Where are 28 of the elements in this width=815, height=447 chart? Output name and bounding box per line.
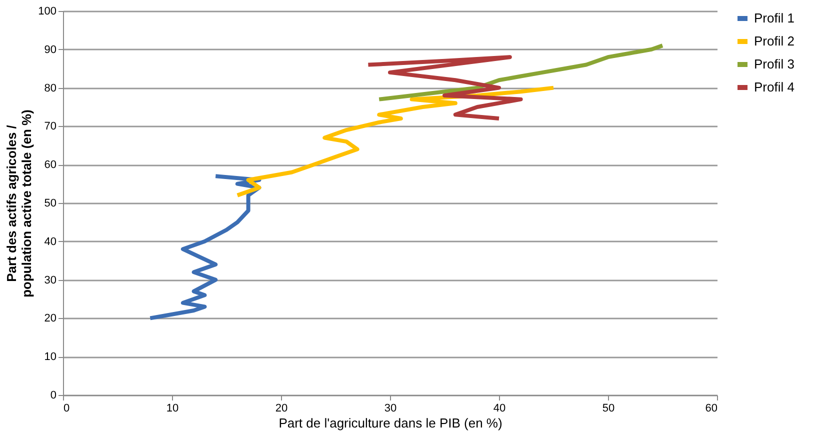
y-tick-label: 10 (44, 351, 56, 364)
line-series (377, 44, 664, 102)
legend-label: Profil 3 (754, 56, 794, 72)
y-tick-label: 20 (44, 312, 56, 325)
x-tick-label: 20 (275, 402, 288, 414)
line-series (235, 86, 556, 198)
y-tick-label: 80 (44, 82, 56, 94)
y-tick-label: 70 (44, 120, 56, 133)
legend-label: Profil 1 (754, 10, 794, 26)
y-tick-label: 100 (38, 6, 56, 18)
x-tick-label: 40 (493, 402, 506, 414)
y-tick-label: 50 (44, 198, 56, 210)
x-tick-label: 60 (705, 402, 718, 414)
y-tick-label: 0 (50, 390, 56, 402)
y-tick-label: 60 (44, 159, 56, 172)
x-tick-label: 50 (602, 402, 615, 414)
line-series (366, 55, 523, 121)
y-tick-label: 30 (44, 274, 56, 286)
y-tick-label: 90 (44, 44, 56, 56)
legend-label: Profil 4 (754, 80, 794, 94)
x-tick-label: 30 (384, 402, 397, 414)
y-tick-label: 40 (44, 236, 56, 248)
y-axis-title: Part des actifs agricoles / population active totale (en %) (4, 110, 34, 298)
legend-label: Profil 2 (754, 34, 794, 48)
x-tick-label: 0 (64, 402, 70, 414)
x-tick-label: 10 (166, 402, 179, 414)
x-axis-title: Part de l'agriculture dans le PIB (en %) (278, 416, 502, 430)
line-series (148, 174, 262, 320)
